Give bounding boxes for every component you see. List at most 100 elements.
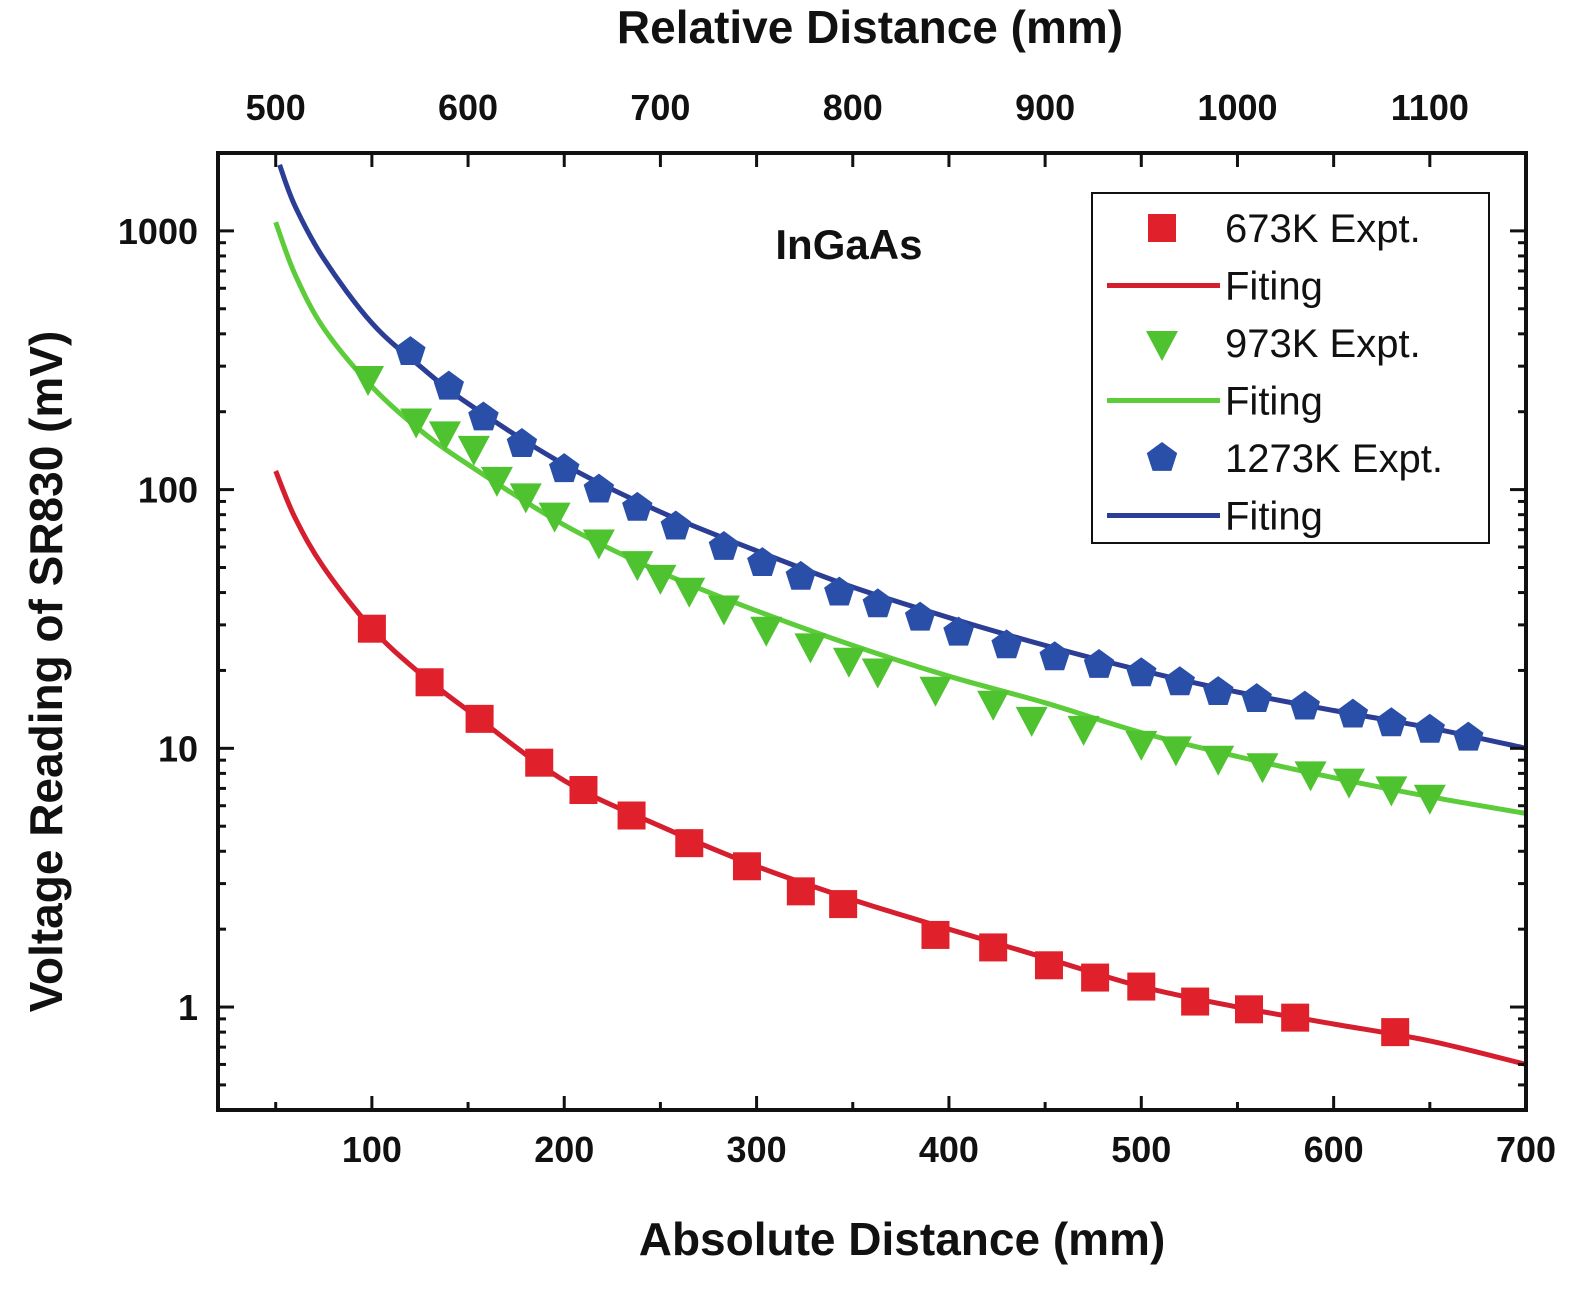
x-tick-label: 100 [342, 1129, 402, 1170]
axis-ticks [218, 151, 1528, 1112]
data-point [707, 595, 740, 626]
data-point [943, 616, 974, 646]
data-point [1081, 963, 1110, 992]
data-point [538, 502, 571, 533]
data-point [1039, 641, 1070, 671]
data-point [921, 920, 950, 949]
data-point [582, 529, 615, 560]
series-points-4 [395, 336, 1484, 751]
plot-frame [216, 151, 1528, 1112]
data-point [1202, 745, 1235, 776]
data-point [1126, 657, 1157, 687]
data-point [400, 408, 433, 439]
fit-line-1 [273, 470, 1527, 1067]
data-point [1127, 972, 1156, 1001]
x2-tick-label: 1000 [1197, 87, 1277, 128]
legend-box [1091, 192, 1490, 544]
data-point [549, 453, 580, 483]
data-point [1235, 995, 1264, 1024]
data-point [675, 829, 704, 858]
y-tick-label: 10 [158, 728, 198, 769]
data-point [747, 547, 778, 576]
data-point [1181, 987, 1210, 1016]
data-point [861, 658, 894, 689]
x2-tick-label: 500 [246, 87, 306, 128]
tick-labels: 100 200 300 400 500 600 700 500 600 700 800 900 1000… [118, 87, 1556, 1170]
data-point [457, 435, 490, 466]
data-point [673, 577, 706, 608]
data-point [1067, 715, 1100, 746]
data-point [1381, 1018, 1410, 1047]
data-point [1034, 951, 1063, 980]
x-tick-label: 300 [727, 1129, 787, 1170]
data-point [415, 668, 444, 697]
y-tick-label: 1000 [118, 211, 198, 252]
data-point [617, 801, 646, 830]
data-point [785, 560, 816, 590]
series-points-0 [357, 614, 1410, 1047]
legend-label: Fiting [1225, 380, 1323, 424]
x2-tick-label: 800 [823, 87, 883, 128]
data-point [1125, 730, 1158, 761]
data-point [621, 551, 654, 582]
data-point [395, 336, 426, 365]
data-point [1015, 706, 1048, 737]
data-point [829, 890, 858, 919]
data-point [1159, 736, 1192, 767]
data-point [352, 366, 385, 397]
data-point [468, 401, 499, 431]
data-point [1413, 784, 1446, 815]
data-point [919, 676, 952, 707]
legend-label: Fiting [1225, 265, 1323, 309]
data-point [569, 776, 598, 805]
data-point [991, 629, 1022, 659]
y-tick-label: 100 [138, 470, 198, 511]
x2-tick-label: 700 [630, 87, 690, 128]
data-point [644, 564, 677, 595]
data-point [506, 428, 538, 457]
legend-label: 673K Expt. [1225, 207, 1421, 251]
data-point [862, 588, 893, 618]
data-point [708, 531, 740, 560]
data-point [1294, 761, 1327, 792]
x2-tick-label: 900 [1015, 87, 1075, 128]
data-point [1241, 683, 1272, 712]
x-tick-label: 500 [1111, 1129, 1171, 1170]
data-point [1246, 753, 1279, 784]
data-point [583, 473, 615, 503]
data-point [1453, 721, 1484, 751]
x-tick-label: 600 [1304, 1129, 1364, 1170]
data-point [750, 616, 783, 647]
data-point [660, 510, 691, 540]
data-point [979, 933, 1008, 962]
material-annotation: InGaAs [775, 221, 922, 268]
y-axis-title: Voltage Reading of SR830 (mV) [20, 331, 72, 1013]
legend-label: 1273K Expt. [1225, 437, 1443, 481]
legend-label: 973K Expt. [1225, 322, 1421, 366]
legend-marker-swatch [1148, 214, 1176, 242]
data-point [1376, 707, 1407, 737]
data-point [904, 601, 936, 631]
legend-marker-swatch [1146, 442, 1178, 471]
data-point [1083, 649, 1115, 678]
data-point [794, 633, 827, 664]
data-point [480, 466, 513, 497]
data-point [433, 370, 464, 400]
data-point [509, 483, 542, 514]
data-point [1289, 690, 1320, 720]
data-point [1164, 666, 1195, 696]
data-point [1375, 776, 1408, 807]
data-point [1333, 768, 1366, 799]
data-point [428, 421, 461, 452]
data-point [832, 647, 865, 678]
x2-tick-label: 600 [438, 87, 498, 128]
x-tick-label: 200 [534, 1129, 594, 1170]
data-point [465, 704, 494, 733]
x-tick-label: 400 [919, 1129, 979, 1170]
series-points-2 [352, 366, 1446, 815]
legend-marker-swatch [1146, 331, 1178, 361]
x2-tick-label: 1100 [1391, 87, 1469, 128]
x-tick-label: 700 [1496, 1129, 1556, 1170]
data-point [824, 576, 855, 606]
y-tick-label: 1 [178, 987, 198, 1028]
